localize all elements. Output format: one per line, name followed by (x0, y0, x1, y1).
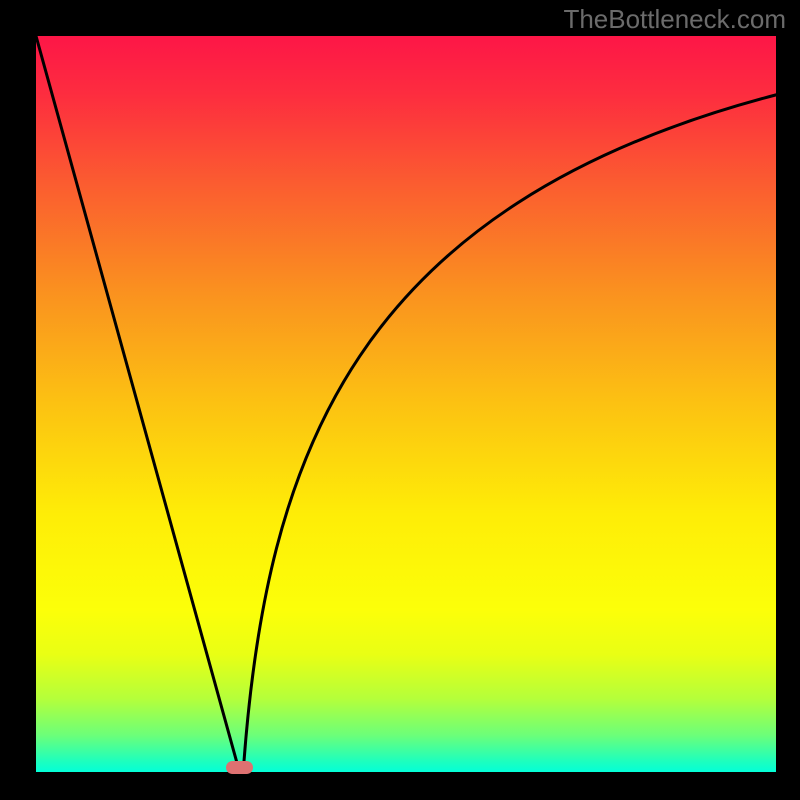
chart-frame: TheBottleneck.com (0, 0, 800, 800)
watermark-text: TheBottleneck.com (563, 4, 786, 35)
optimum-marker (226, 761, 253, 774)
bottleneck-curve (0, 0, 800, 800)
